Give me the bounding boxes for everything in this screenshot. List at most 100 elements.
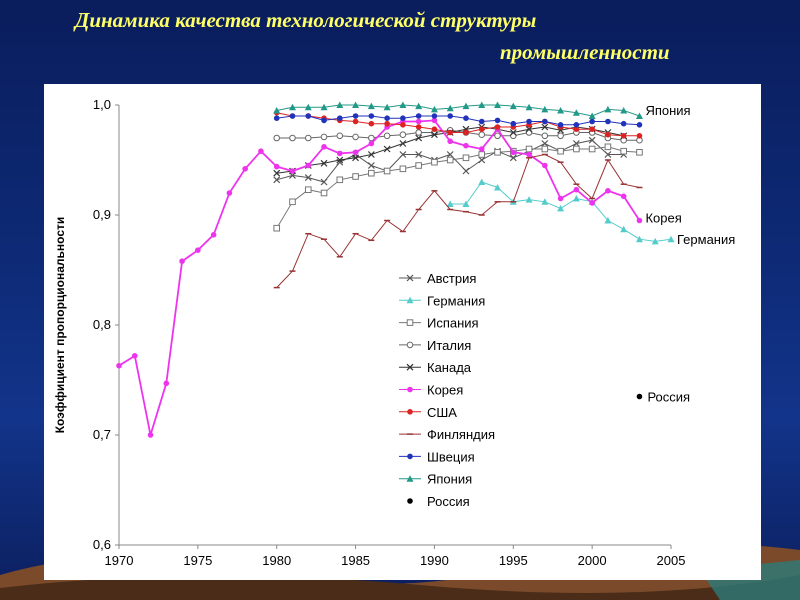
series-6 [116, 117, 643, 438]
data-point [304, 186, 312, 194]
data-point [446, 104, 454, 112]
series-8 [273, 153, 643, 289]
data-point [572, 109, 580, 116]
series-line [450, 181, 672, 242]
legend-item: США [399, 405, 457, 420]
slide-title-line-2: промышленности [500, 40, 670, 64]
data-point [242, 166, 248, 172]
legend-marker [407, 409, 413, 415]
annotation-label: Япония [645, 103, 690, 118]
data-point [605, 118, 611, 125]
data-point [273, 107, 281, 114]
data-point [288, 103, 296, 111]
data-point [589, 118, 595, 125]
data-point [447, 113, 454, 119]
data-point [525, 103, 533, 111]
data-point [383, 103, 391, 111]
data-point [399, 131, 407, 139]
data-point [116, 362, 122, 369]
data-point [573, 126, 580, 132]
data-point [320, 178, 328, 186]
data-point [604, 143, 612, 151]
legend-label: Корея [427, 383, 463, 398]
series-4 [273, 127, 643, 144]
data-point [415, 118, 422, 125]
data-point [337, 150, 343, 157]
data-point [431, 131, 438, 139]
data-point [336, 156, 344, 164]
data-point [541, 132, 549, 140]
data-point [320, 159, 328, 167]
legend-label: Япония [427, 472, 472, 487]
data-point [604, 151, 612, 158]
data-point [289, 198, 296, 206]
data-point [478, 131, 486, 139]
x-tick-label: 1980 [262, 553, 291, 568]
legend-marker [407, 453, 413, 460]
series-line [276, 104, 640, 117]
data-point [367, 151, 375, 158]
x-tick-label: 2005 [657, 553, 686, 568]
data-point [415, 134, 423, 142]
data-point [304, 103, 312, 111]
data-point [542, 118, 548, 125]
data-point [636, 122, 643, 128]
y-tick-label: 0,7 [93, 427, 111, 442]
legend-label: Швеция [427, 449, 475, 464]
series-3 [273, 143, 643, 232]
legend-marker [406, 296, 414, 304]
data-point [289, 134, 296, 142]
legend-label: Италия [427, 338, 471, 353]
data-point [557, 107, 565, 114]
legend-label: Испания [427, 316, 479, 331]
y-tick-label: 0,8 [93, 317, 111, 332]
series-1 [273, 136, 628, 186]
series-10 [273, 101, 643, 119]
y-axis-label: Коэффициент пропорциональности [53, 217, 67, 434]
data-point [462, 154, 470, 162]
data-point [541, 140, 549, 147]
legend-item: Испания [399, 316, 479, 331]
data-point [510, 120, 517, 127]
data-point [478, 151, 486, 158]
data-point [289, 113, 296, 119]
data-point [321, 144, 327, 150]
data-point [210, 232, 217, 238]
data-point [368, 120, 375, 127]
data-point [415, 129, 422, 136]
data-point [447, 129, 454, 136]
data-point [273, 163, 280, 170]
data-point [383, 145, 391, 153]
data-point [525, 196, 533, 203]
data-point [400, 115, 406, 121]
data-point [620, 225, 628, 233]
data-point [352, 118, 359, 125]
legend-marker [406, 341, 414, 349]
data-point [179, 258, 185, 264]
series-line [118, 119, 641, 436]
data-point [463, 129, 469, 136]
data-point [320, 133, 328, 141]
data-point [273, 176, 281, 184]
data-point [541, 198, 549, 205]
data-point [163, 380, 170, 387]
data-point [525, 145, 533, 153]
x-tick-label: 1995 [499, 553, 528, 568]
data-point [605, 131, 611, 138]
data-point [494, 117, 501, 124]
data-point [399, 165, 407, 173]
data-point [368, 140, 375, 147]
data-point [352, 113, 359, 119]
data-point [542, 162, 548, 169]
data-point [352, 154, 359, 162]
legend: Австрия Германия Испания Италия Канада Корея С… [399, 271, 495, 509]
legend-label: Австрия [427, 271, 476, 286]
series-2 [446, 178, 675, 245]
data-point [620, 107, 628, 114]
data-point [588, 136, 596, 144]
data-point [431, 158, 438, 166]
legend-marker [406, 363, 414, 371]
legend-label: США [427, 405, 457, 420]
annotation-label: Россия [647, 390, 690, 405]
series-7 [273, 109, 643, 139]
